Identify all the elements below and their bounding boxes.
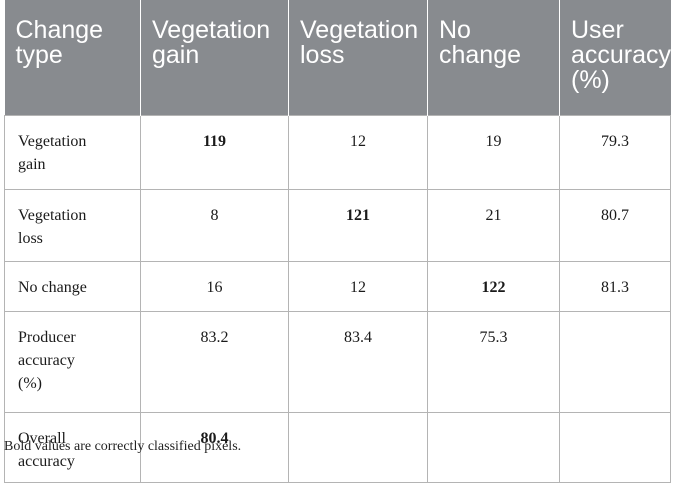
table-cell (427, 412, 560, 483)
table-cell (559, 412, 671, 483)
row-label: Producer accuracy (%) (4, 311, 141, 413)
table-cell: 12 (288, 115, 428, 190)
header-no-change: No change (427, 0, 560, 116)
accuracy-table: Change type Vegetation gain Vegetation loss… (4, 0, 671, 483)
table-cell: 19 (427, 115, 560, 190)
table-footnote: Bold values are correctly classified pix… (4, 439, 242, 454)
table-cell: 12 (288, 261, 428, 312)
row-label: No change (4, 261, 141, 312)
row-label: Vegetation gain (4, 115, 141, 190)
row-label: Vegetation loss (4, 189, 141, 262)
table-cell: 81.3 (559, 261, 671, 312)
header-change-type: Change type (4, 0, 141, 116)
table-cell: 121 (288, 189, 428, 262)
table-cell (559, 311, 671, 413)
table-cell (288, 412, 428, 483)
table-cell: 16 (140, 261, 289, 312)
header-vegetation-gain: Vegetation gain (140, 0, 289, 116)
table-cell: 119 (140, 115, 289, 190)
table-cell: 83.2 (140, 311, 289, 413)
header-row: Change type Vegetation gain Vegetation loss… (4, 0, 671, 116)
table-row: Vegetation loss 8 121 21 80.7 (4, 189, 671, 262)
header-vegetation-loss: Vegetation loss (288, 0, 428, 116)
table-row: No change 16 12 122 81.3 (4, 261, 671, 312)
table-cell: 8 (140, 189, 289, 262)
table-row: Vegetation gain 119 12 19 79.3 (4, 115, 671, 190)
table-row: Producer accuracy (%) 83.2 83.4 75.3 (4, 311, 671, 413)
table-cell: 80.7 (559, 189, 671, 262)
table-cell: 122 (427, 261, 560, 312)
header-user-accuracy: User accuracy (%) (559, 0, 671, 116)
table-cell: 79.3 (559, 115, 671, 190)
table-cell: 21 (427, 189, 560, 262)
table-cell: 83.4 (288, 311, 428, 413)
table-figure: Change type Vegetation gain Vegetation loss… (4, 0, 671, 483)
table-cell: 75.3 (427, 311, 560, 413)
